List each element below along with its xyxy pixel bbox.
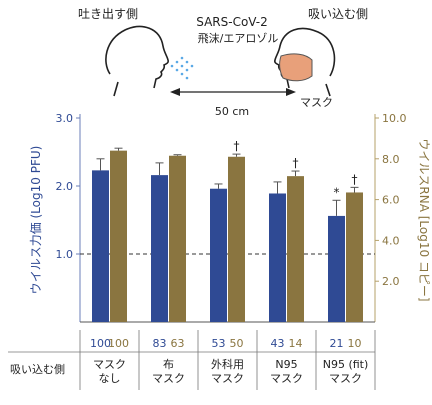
spray-droplets (170, 56, 194, 80)
category-label: N95 (fit) (323, 358, 369, 371)
table-row-header: 吸い込む側 (10, 363, 65, 376)
left-tick-label: 2.0 (56, 180, 74, 193)
category-label: 布 (163, 358, 174, 371)
bar (346, 192, 363, 322)
exhaler-head-icon (105, 25, 169, 97)
virus-subtitle: 飛沫/エアロゾル (198, 32, 279, 45)
percent-label: 10 (348, 337, 362, 350)
significance-marker: † (352, 172, 358, 186)
distance-label: 50 cm (215, 105, 249, 118)
right-tick-label: 8.0 (382, 153, 400, 166)
percent-label: 53 (212, 337, 226, 350)
percent-label: 50 (230, 337, 244, 350)
exhaler-label: 吐き出す側 (78, 7, 138, 21)
percent-label: 83 (153, 337, 167, 350)
significance-marker: * (334, 185, 340, 199)
bar (151, 175, 168, 322)
right-axis-label: ウイルスRNA [Log10 コピー] (417, 138, 431, 301)
category-label: マスク (329, 372, 362, 385)
left-tick-label: 3.0 (56, 112, 74, 125)
mask-icon (279, 53, 313, 82)
percent-label: 14 (289, 337, 303, 350)
category-label: なし (99, 372, 121, 385)
percent-label: 43 (271, 337, 285, 350)
bar (228, 156, 245, 322)
right-tick-label: 2.0 (382, 275, 400, 288)
category-label: N95 (275, 358, 297, 371)
bar (287, 176, 304, 322)
percent-label: 100 (108, 337, 129, 350)
category-label: マスク (152, 372, 185, 385)
right-tick-label: 4.0 (382, 234, 400, 247)
category-label: マスク (93, 358, 126, 371)
illustration: 吐き出す側 SARS-CoV-2 飛沫/エアロゾル 吸い込む側 マスク 50 c… (78, 7, 368, 118)
bar (210, 188, 227, 322)
significance-marker: † (234, 139, 240, 153)
category-label: 外科用 (211, 357, 244, 371)
bar (92, 170, 109, 322)
percent-label: 21 (330, 337, 344, 350)
distance-arrow (170, 88, 296, 96)
category-label: マスク (270, 372, 303, 385)
percent-label: 63 (171, 337, 185, 350)
bar (169, 155, 186, 322)
virus-title: SARS-CoV-2 (196, 15, 268, 29)
left-tick-label: 1.0 (56, 248, 74, 261)
percent-label: 100 (90, 337, 111, 350)
mask-label: マスク (300, 96, 333, 109)
significance-marker: † (293, 156, 299, 170)
category-label: マスク (211, 372, 244, 385)
left-axis-label: ウイルス力価 (Log10 PFU) (29, 146, 43, 295)
right-tick-label: 10.0 (382, 112, 407, 125)
bar (269, 193, 286, 322)
chart: 3.0 2.0 1.0 10.0 8.0 6.0 4.0 2.0 ウイルス力価 (Log10 P… (29, 112, 431, 323)
inhaler-label: 吸い込む側 (308, 7, 368, 21)
right-tick-label: 6.0 (382, 194, 400, 207)
bar (110, 150, 127, 322)
bar (328, 215, 345, 322)
